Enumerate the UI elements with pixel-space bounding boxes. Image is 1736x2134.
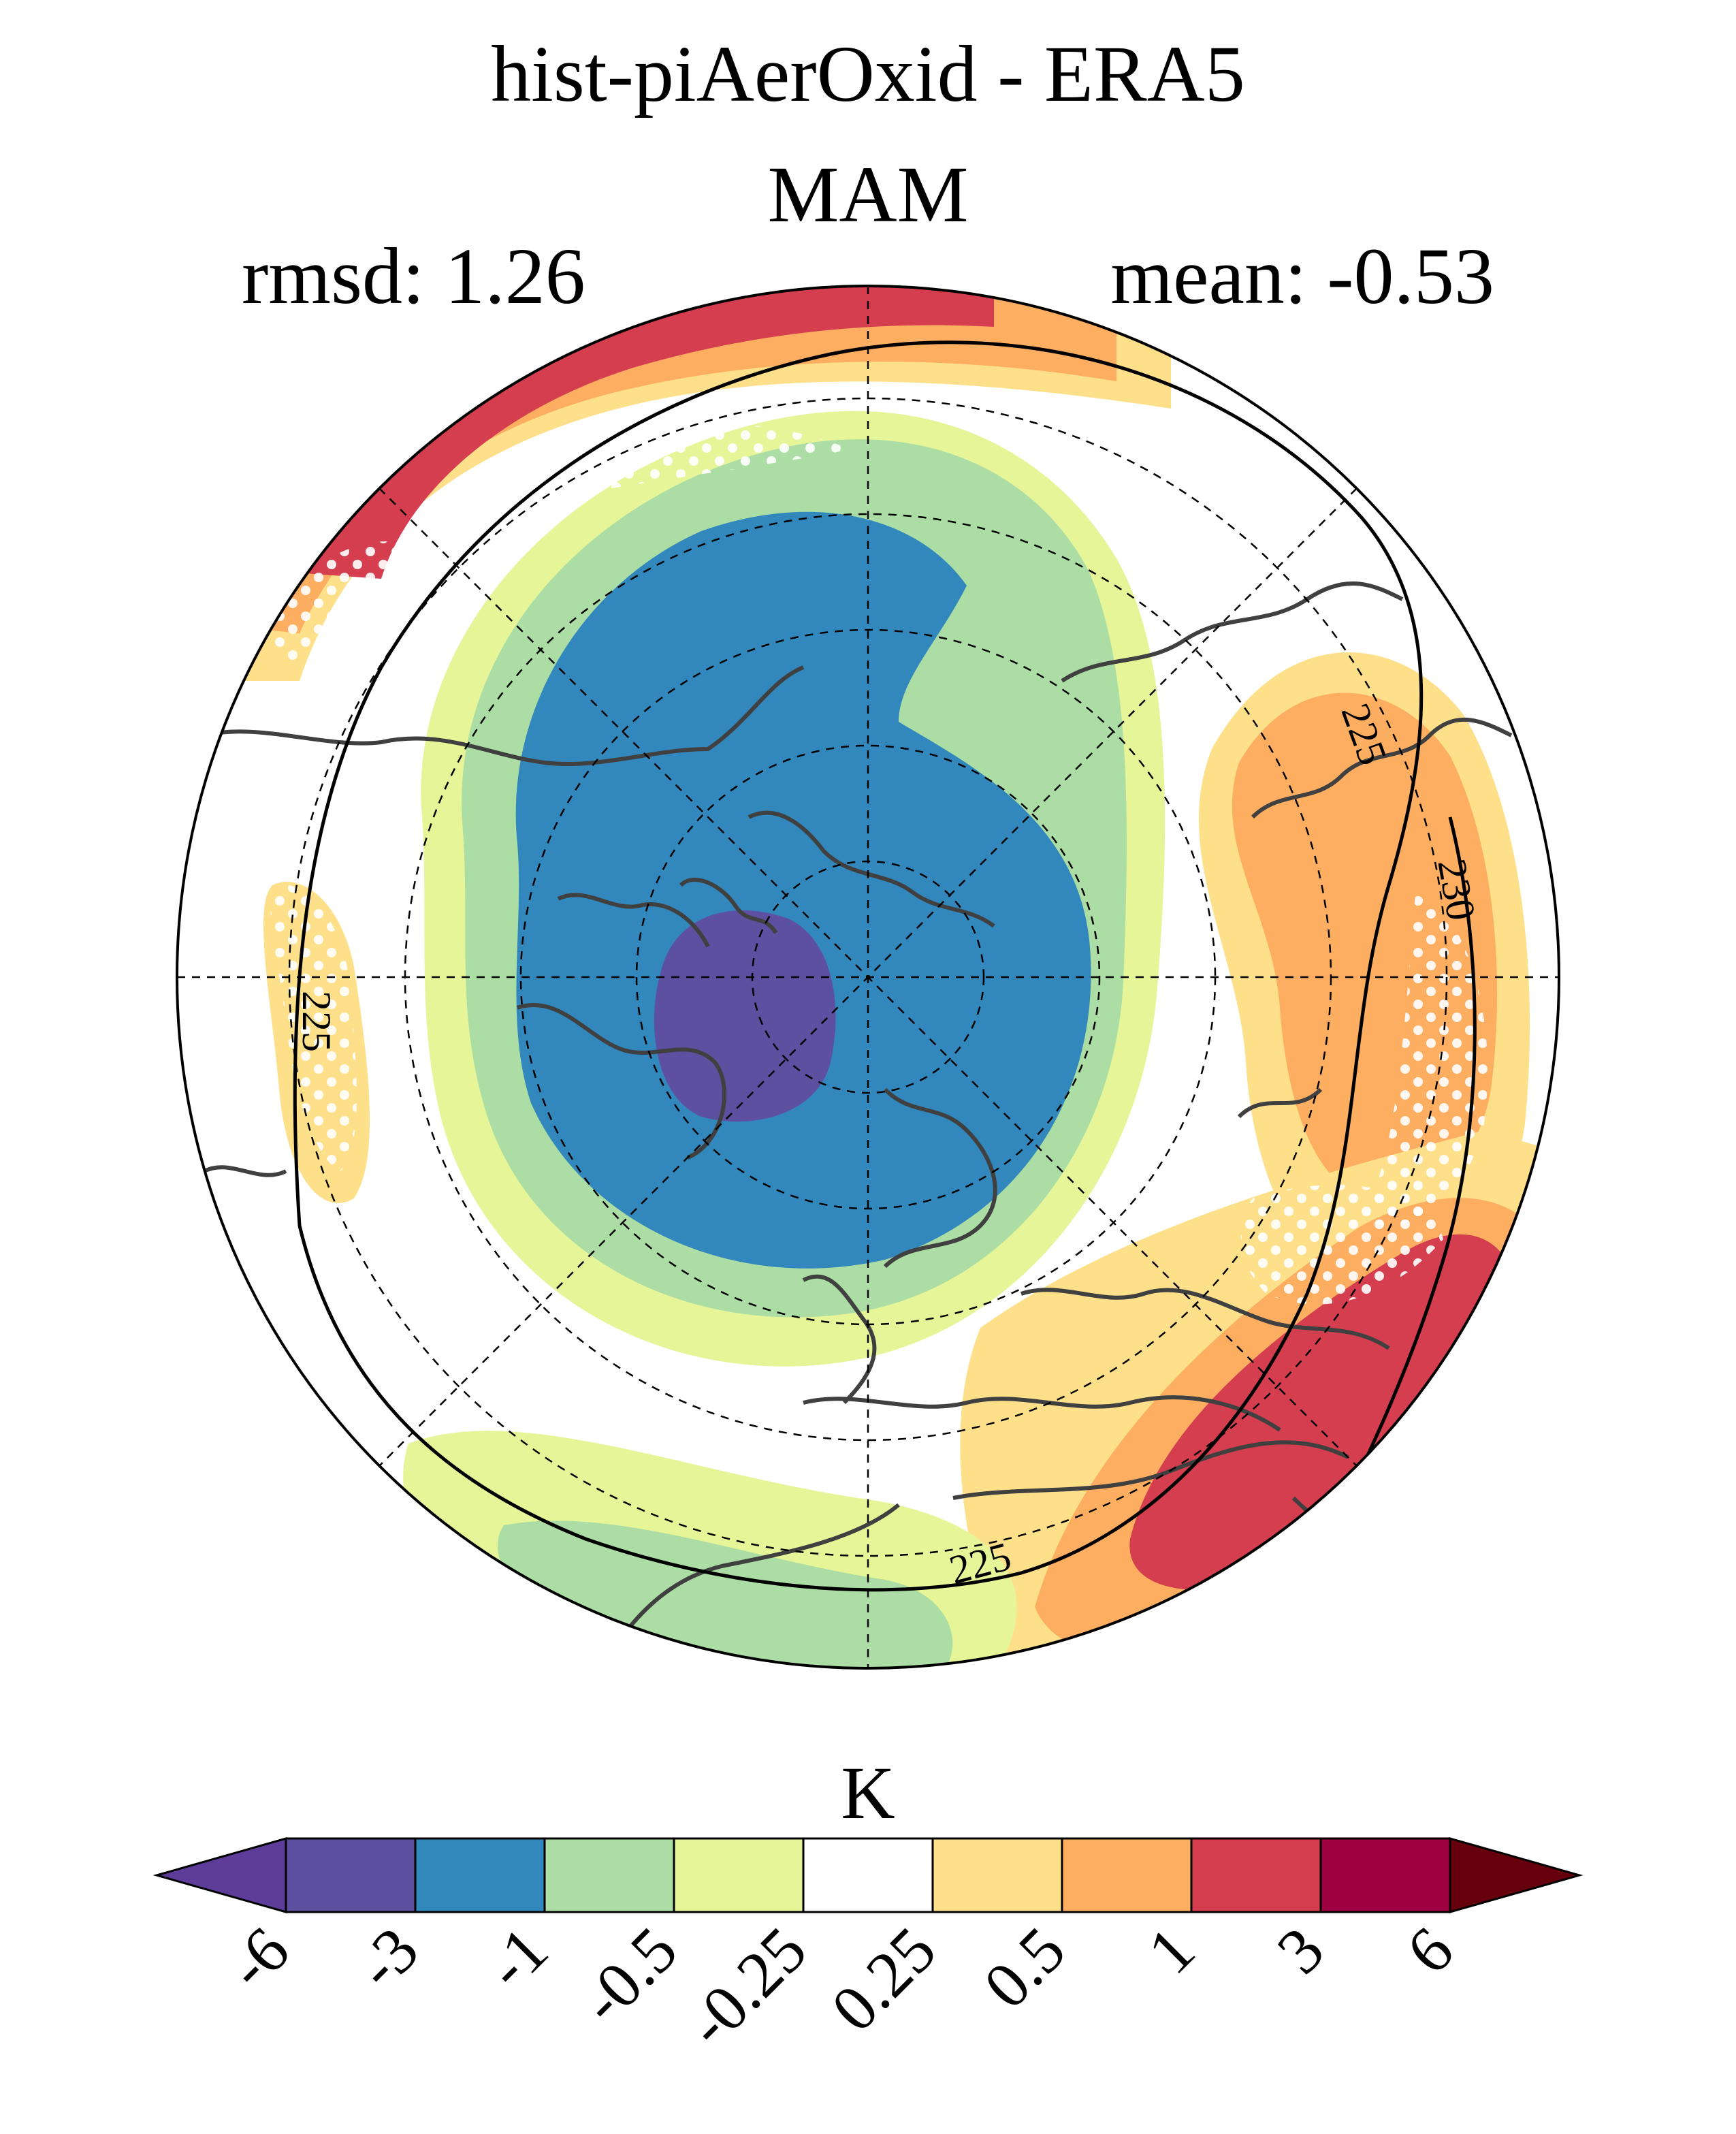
colorbar-tick-label: -1 [472, 1913, 562, 2003]
stippling-west [270, 884, 357, 1171]
colorbar-tick-label: 0.25 [817, 1913, 949, 2045]
stippling-southeast [1240, 1185, 1443, 1305]
colorbar-tick-label: -0.5 [566, 1913, 691, 2037]
colorbar-tick-label: 1 [1134, 1913, 1208, 1988]
title: hist-piAerOxid - ERA5 [491, 29, 1245, 118]
season-label: MAM [767, 150, 968, 239]
colorbar-swatches [152, 1837, 1584, 1913]
colorbar-swatch [673, 1837, 805, 1913]
map-boundary [176, 285, 1560, 1670]
colorbar-swatch [414, 1837, 546, 1913]
colorbar-swatch [1061, 1837, 1193, 1913]
colorbar-unit: K [841, 1751, 895, 1834]
colorbar-tick-label: -3 [342, 1913, 432, 2003]
colorbar-swatch [285, 1837, 417, 1913]
colorbar: K -6 -3 -1 -0.5-0.250.25 0.5 1 3 6 [152, 1751, 1584, 2060]
stippling-east [1362, 885, 1488, 1226]
anomaly-purple-center [654, 910, 836, 1122]
contour-label: 225 [294, 991, 339, 1052]
colorbar-tick-label: -6 [213, 1913, 303, 2003]
stippling-north-rim [579, 422, 851, 490]
colorbar-tick-label: 3 [1263, 1913, 1338, 1988]
colorbar-tick-label: 6 [1392, 1913, 1467, 1988]
colorbar-extend-low [152, 1837, 287, 1913]
colorbar-swatch [802, 1837, 934, 1913]
colorbar-swatch [1190, 1837, 1322, 1913]
colorbar-swatch [931, 1837, 1063, 1913]
polar-map: 225 225 230 225 [176, 285, 1560, 1670]
colorbar-swatch [1319, 1837, 1451, 1913]
mean-label: mean: -0.53 [1110, 232, 1494, 321]
colorbar-extend-high [1449, 1837, 1584, 1913]
contour-label: 230 [1429, 855, 1484, 923]
stippling-upper-left [259, 541, 408, 667]
graticule [177, 286, 1559, 1668]
colorbar-ticks: -6 -3 -1 -0.5-0.250.25 0.5 1 3 6 [213, 1913, 1467, 2060]
contour-225 [293, 340, 1424, 1592]
contour-label-group: 225 225 230 225 [294, 698, 1484, 1593]
rmsd-label: rmsd: 1.26 [242, 232, 585, 321]
colorbar-tick-label: 0.5 [969, 1913, 1079, 2022]
colorbar-swatch [543, 1837, 675, 1913]
colorbar-tick-label: -0.25 [673, 1913, 820, 2060]
